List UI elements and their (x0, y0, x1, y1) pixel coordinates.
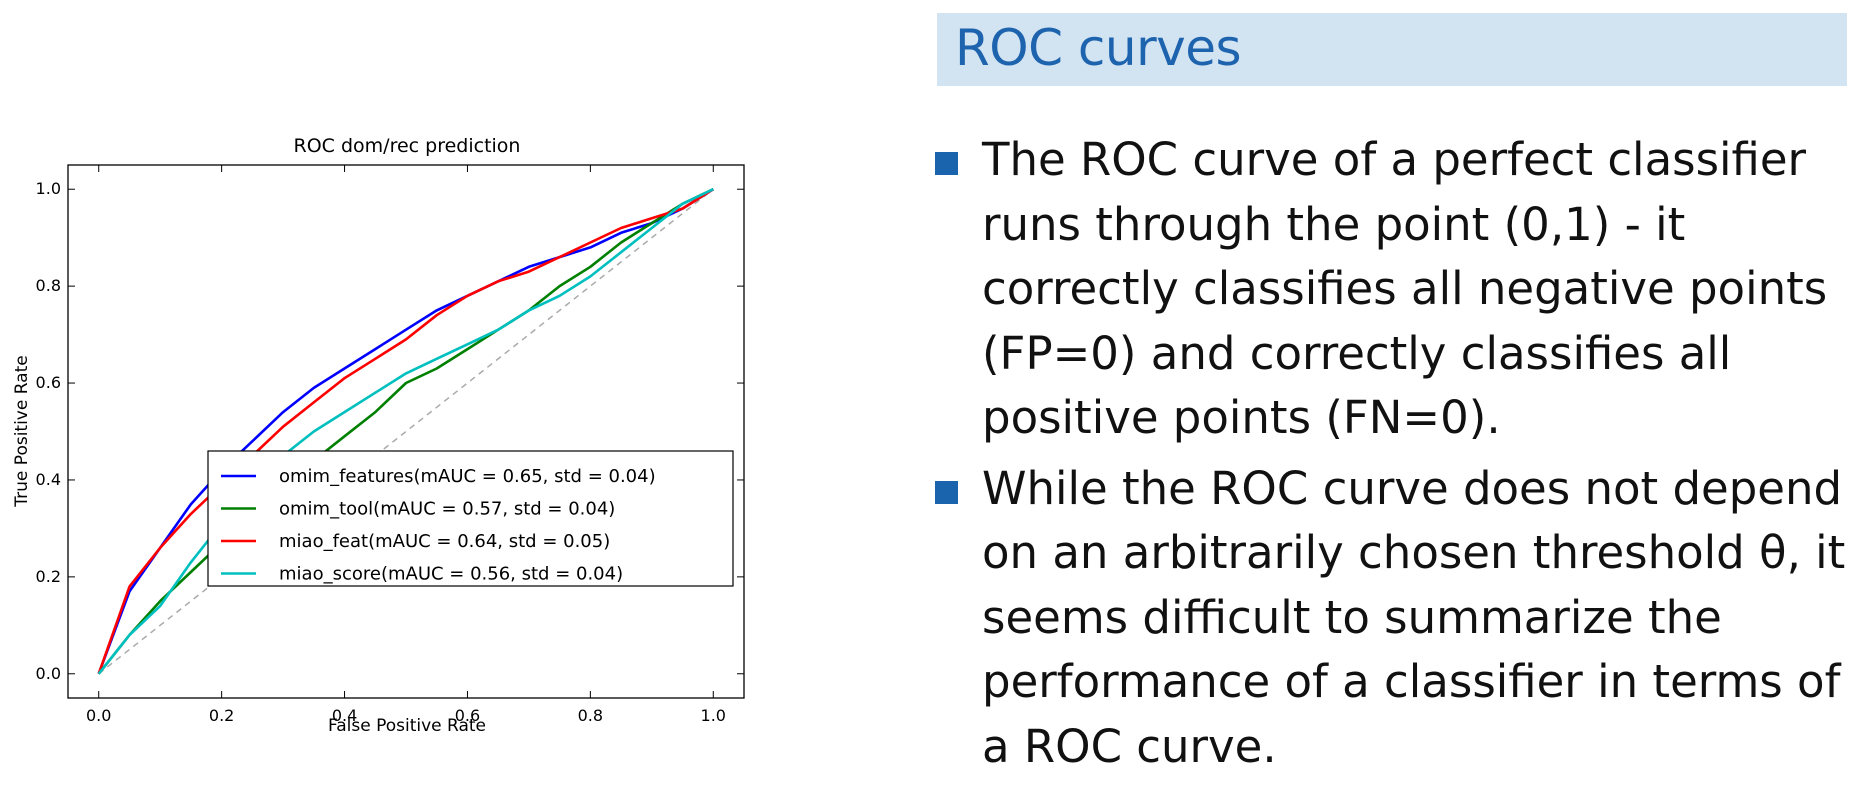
y-axis-label: True Positive Rate (12, 355, 32, 507)
legend: omim_features(mAUC = 0.65, std = 0.04) om… (207, 450, 734, 587)
chart-title: ROC dom/rec prediction (294, 135, 521, 157)
series-line (97, 188, 714, 675)
series-line (97, 188, 714, 675)
legend-box (207, 450, 734, 587)
x-axis-ticks: 0.0 0.2 0.4 0.6 0.8 1.0 (86, 165, 726, 725)
x-tick-label: 0.6 (455, 706, 480, 725)
legend-label: miao_score(mAUC = 0.56, std = 0.04) (279, 564, 623, 585)
x-tick-label: 0.8 (578, 706, 603, 725)
bullet-item: The ROC curve of a perfect classifier ru… (930, 128, 1850, 451)
legend-label: miao_feat(mAUC = 0.64, std = 0.05) (279, 531, 610, 552)
plot-frame (67, 164, 745, 699)
series-line (97, 188, 714, 675)
bullet-text: The ROC curve of a perfect classifier ru… (982, 133, 1828, 444)
legend-label: omim_tool(mAUC = 0.57, std = 0.04) (279, 499, 615, 520)
roc-chart: ROC dom/rec prediction 0.0 0.2 0.4 0.6 0.8 1.… (12, 135, 745, 736)
series-layer (97, 188, 714, 675)
x-tick-label: 0.2 (209, 706, 234, 725)
y-tick-label: 0.8 (36, 276, 61, 295)
x-tick-label: 1.0 (701, 706, 726, 725)
bullet-square-icon (935, 152, 958, 175)
bullet-text: While the ROC curve does not depend on a… (982, 461, 1846, 773)
x-tick-label: 0.4 (332, 706, 357, 725)
slide-title: ROC curves (955, 19, 1242, 77)
slide-title-bar: ROC curves (937, 13, 1847, 86)
y-tick-label: 0.2 (36, 567, 61, 586)
plot-area: 0.0 0.2 0.4 0.6 0.8 1.0 0.0 0.2 0.4 0.6 0.8 1.0 (36, 164, 745, 725)
y-tick-label: 0.0 (36, 664, 61, 683)
y-tick-label: 0.6 (36, 373, 61, 392)
y-axis-ticks: 0.0 0.2 0.4 0.6 0.8 1.0 (36, 179, 744, 683)
bullet-square-icon (935, 480, 958, 504)
series-line (97, 188, 714, 675)
legend-label: omim_features(mAUC = 0.65, std = 0.04) (279, 466, 656, 487)
x-axis-label: False Positive Rate (328, 716, 486, 736)
y-tick-label: 0.4 (36, 470, 61, 489)
y-tick-label: 1.0 (36, 179, 61, 198)
bullet-item: While the ROC curve does not depend on a… (930, 457, 1850, 780)
bullet-list: The ROC curve of a perfect classifier ru… (930, 128, 1850, 785)
x-tick-label: 0.0 (86, 706, 111, 725)
reference-diagonal (98, 188, 714, 675)
